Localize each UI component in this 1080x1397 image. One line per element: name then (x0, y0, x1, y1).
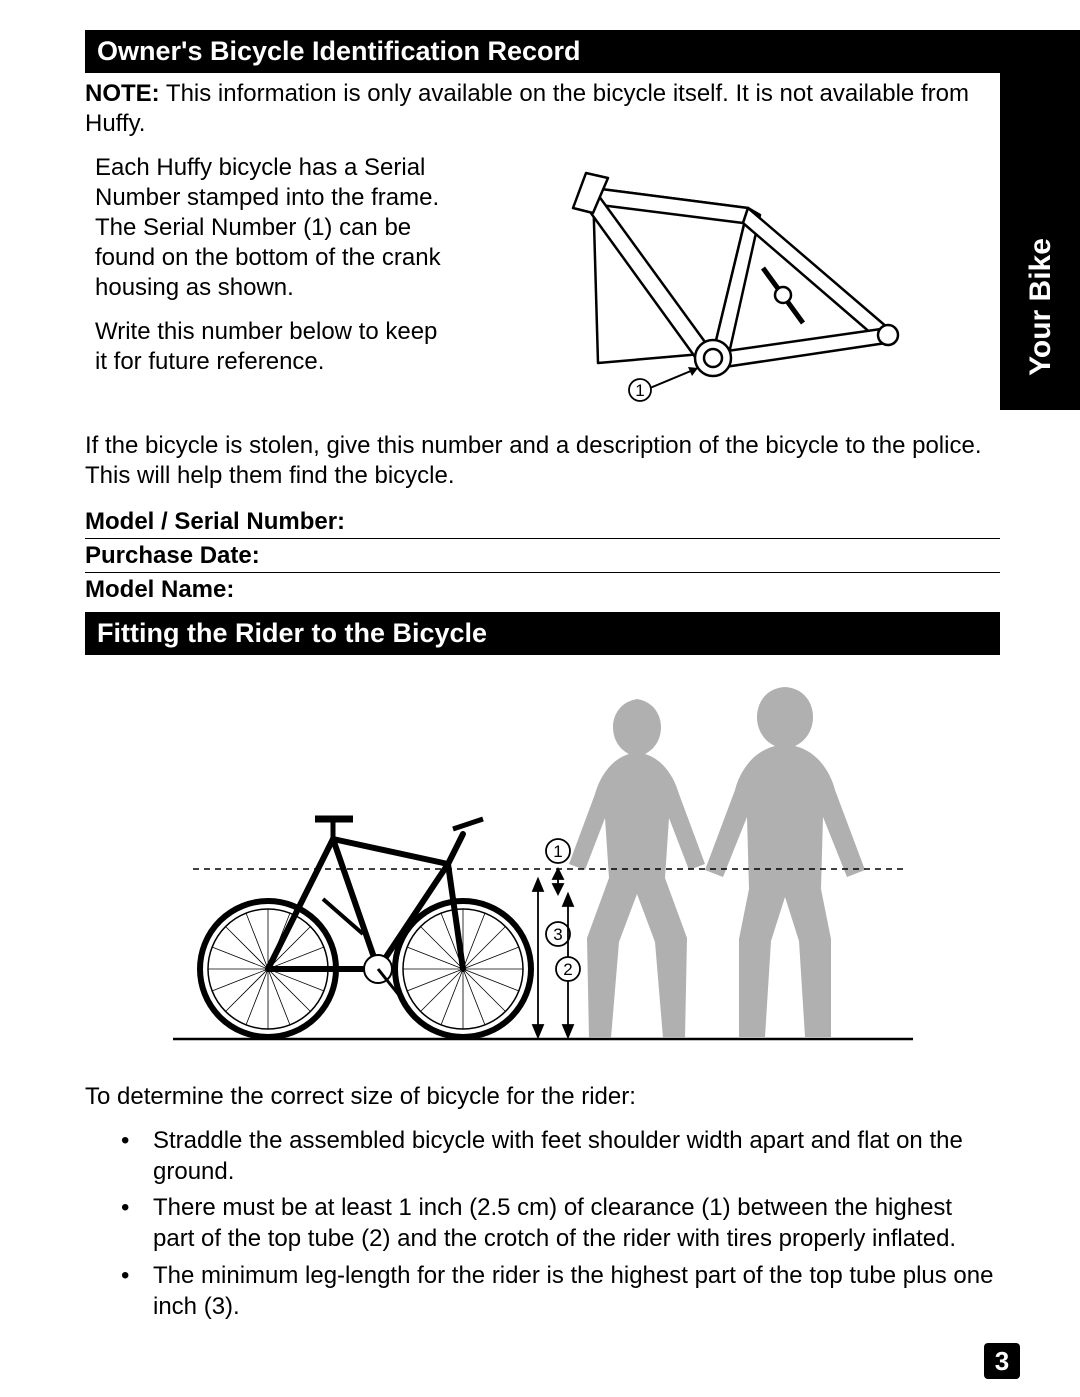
note-label: NOTE: (85, 80, 160, 107)
section1-header: Owner's Bicycle Identification Record (85, 30, 1080, 73)
fitting-diagram: 1 3 2 (163, 669, 923, 1064)
frame-callout-1: 1 (635, 381, 644, 400)
side-tab: Your Bike (1000, 30, 1080, 410)
bike-frame-diagram: 1 (538, 153, 928, 413)
record-purchase-date: Purchase Date: (85, 539, 1000, 573)
record-model-serial: Model / Serial Number: (85, 505, 1000, 539)
svg-text:3: 3 (553, 925, 562, 944)
record-model-name: Model Name: (85, 573, 1000, 606)
page-number: 3 (984, 1343, 1020, 1379)
section1-note: NOTE: This information is only available… (85, 79, 1000, 139)
fitting-bullets: Straddle the assembled bicycle with feet… (85, 1126, 1000, 1322)
note-text: This information is only available on th… (85, 80, 969, 137)
bullet-3: The minimum leg-length for the rider is … (121, 1261, 1000, 1322)
section2-intro: To determine the correct size of bicycle… (85, 1082, 1000, 1112)
svg-text:1: 1 (553, 842, 562, 861)
section1-para2: Write this number below to keep it for f… (95, 317, 445, 377)
section1-para3: If the bicycle is stolen, give this numb… (85, 431, 1000, 491)
bullet-1: Straddle the assembled bicycle with feet… (121, 1126, 1000, 1187)
side-tab-label: Your Bike (1024, 238, 1058, 376)
svg-text:2: 2 (563, 960, 572, 979)
bullet-2: There must be at least 1 inch (2.5 cm) o… (121, 1193, 1000, 1254)
section1-para1: Each Huffy bicycle has a Serial Number s… (95, 153, 445, 303)
section2-header: Fitting the Rider to the Bicycle (85, 612, 1000, 655)
